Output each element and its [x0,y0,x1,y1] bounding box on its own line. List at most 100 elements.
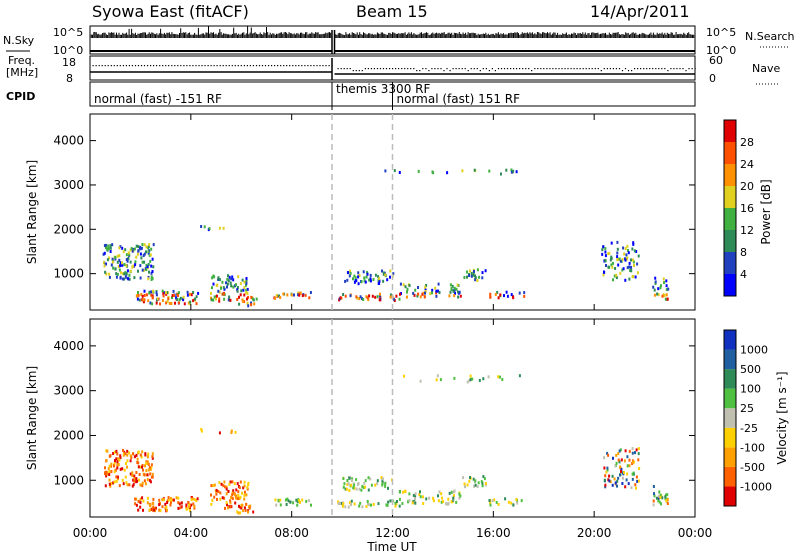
echo-cell [151,302,154,306]
echo-cell [414,288,417,292]
nave-dot [143,65,146,67]
nave-dot [116,65,118,67]
echo-cell [434,286,437,290]
echo-cell [125,264,128,268]
nave-dot [389,68,391,70]
echo-cell [123,452,126,456]
echo-cell [631,477,634,481]
nave-tick-high: 60 [709,54,723,67]
echo-cell [406,290,408,294]
echo-cell [128,277,131,281]
nsky-trace [89,26,695,54]
echo-cell [369,477,372,481]
echo-cell [105,472,108,476]
echo-cell [480,480,483,484]
echo-cell [603,456,605,460]
nave-dot [615,68,617,70]
echo-cell [217,276,220,280]
echo-cell [105,246,107,250]
echo-cell [293,293,295,297]
echo-cell [374,273,377,277]
echo-cell [483,477,486,481]
nave-dot [549,68,551,70]
nave-dot [113,65,115,67]
echo-cell [218,297,221,301]
echo-cell [468,269,471,273]
echo-cell [245,277,248,280]
echo-cell [603,270,605,274]
colorbar-cell [724,252,736,274]
echo-cell [367,488,370,492]
echo-cell [663,281,666,285]
velocity-y-label: Slant Range [km] [25,366,39,470]
echo-cell [244,508,247,512]
echo-cell [523,291,526,295]
echo-cell [125,258,128,261]
echo-cell [348,488,351,492]
echo-cell [631,451,634,455]
echo-cell [251,297,254,301]
y-tick-label: 1000 [53,267,84,281]
echo-cell [141,465,143,469]
echo-cell [105,470,108,474]
nave-dot [304,65,306,67]
echo-cell [346,482,349,486]
echo-cell [417,286,419,289]
nave-dot [525,68,527,70]
echo-cell [151,472,154,476]
echo-cell [136,457,139,461]
echo-cell [362,270,365,274]
nave-dot [546,68,548,70]
nave-tick-low: 0 [709,72,716,85]
echo-cell [429,292,432,296]
echo-cell [228,275,231,279]
echo-cell [447,497,450,501]
nave-dot [434,68,436,70]
nave-dot [676,68,678,70]
nave-dot [407,68,409,70]
echo-cell [634,483,637,487]
echo-cell [128,273,131,277]
echo-cell [172,289,175,293]
echo-cell [220,482,223,486]
echo-cell [106,258,109,262]
y-tick-label: 4000 [53,339,84,353]
echo-cell [362,486,365,490]
echo-cell [200,429,203,433]
echo-cell [616,479,619,483]
echo-cell [147,462,150,466]
echo-cell [623,459,626,463]
echo-cell [655,496,658,500]
echo-cell [146,501,149,505]
nave-dot [249,65,251,67]
echo-cell [190,293,193,297]
echo-cell [139,264,142,268]
nave-dot [658,68,660,70]
echo-cell [632,258,634,262]
echo-cell [227,279,230,283]
nave-dot [264,65,267,67]
echo-cell [149,301,152,305]
echo-cell [436,374,439,378]
nave-dot [367,68,369,70]
colorbar-cell [724,447,736,467]
echo-cell [235,488,238,492]
echo-cell [150,293,153,297]
echo-cell [282,292,285,296]
echo-cell [620,470,622,474]
echo-cell [112,452,115,455]
echo-cell [188,292,191,296]
nave-dot [153,65,155,67]
echo-cell [630,258,632,262]
echo-cell [117,265,120,269]
echo-cell [143,252,146,256]
echo-cell [407,500,409,504]
echo-cell [235,496,237,500]
echo-cell [166,300,169,304]
echo-cell [374,295,377,299]
echo-cell [143,473,146,477]
echo-cell [637,447,640,451]
echo-cell [607,478,610,482]
echo-cell [243,493,246,497]
echo-cell [170,302,173,305]
